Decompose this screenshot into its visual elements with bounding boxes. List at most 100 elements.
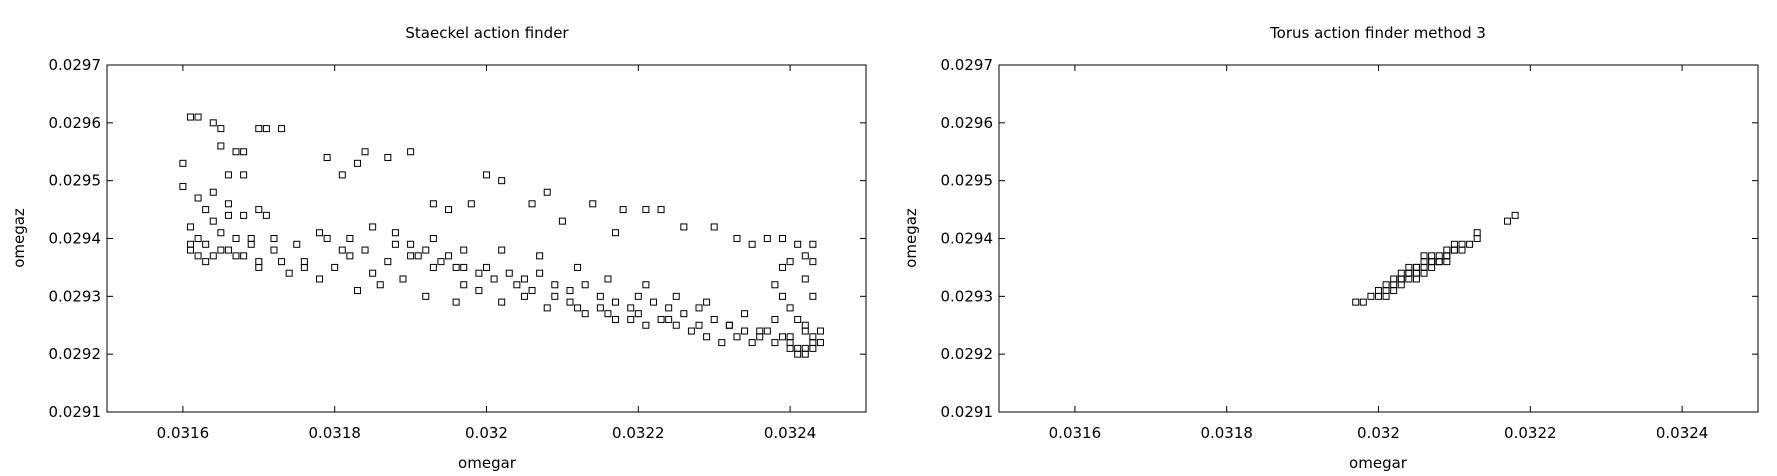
chart-left-data-point — [801, 252, 809, 260]
chart-left-data-point — [240, 171, 248, 179]
chart-right-data-point — [1473, 235, 1481, 242]
chart-left-data-point — [217, 246, 225, 254]
chart-right-y-tick-label: 0.0295 — [941, 172, 994, 190]
chart-right: Torus action finder method 3 0.02910.029… — [902, 24, 1759, 472]
chart-left-data-point — [285, 269, 293, 277]
chart-right-data-point — [1375, 292, 1382, 300]
chart-left-plot-frame — [106, 64, 867, 413]
chart-left-y-tick-label: 0.0297 — [49, 56, 102, 74]
chart-left-data-point — [612, 315, 620, 323]
chart-right-x-axis-label: omegar — [1349, 454, 1408, 472]
chart-left-y-tick-label: 0.0292 — [49, 345, 102, 363]
chart-right-data-point — [1352, 298, 1360, 306]
chart-left-data-point — [452, 263, 460, 271]
chart-left-data-point — [414, 252, 422, 260]
chart-left-data-point — [779, 333, 787, 341]
chart-left-data-point — [786, 344, 794, 352]
chart-left-y-tick-label: 0.0296 — [49, 114, 102, 132]
chart-right-data-point — [1443, 258, 1451, 266]
chart-left-x-axis-label: omegar — [458, 454, 517, 472]
chart-left-data-point — [240, 211, 248, 219]
chart-right-data-point — [1390, 281, 1398, 289]
chart-left-data-point — [725, 321, 733, 329]
chart-right-data-point — [1382, 292, 1390, 300]
chart-left-data-point — [255, 258, 263, 266]
chart-left-data-point — [543, 304, 551, 312]
chart-left-data-point — [422, 292, 430, 300]
chart-right-y-axis-label: omegaz — [902, 208, 920, 268]
chart-right-data-point — [1405, 275, 1413, 283]
chart-right-data-point — [1397, 281, 1405, 289]
chart-left-data-point — [217, 229, 225, 237]
chart-left-x-tick-label: 0.0316 — [157, 424, 210, 442]
chart-right-data-point — [1443, 252, 1451, 260]
chart-left-y-axis-label: omegaz — [10, 208, 28, 268]
chart-left-data-point — [604, 310, 612, 318]
chart-left-data-point — [634, 292, 642, 300]
chart-left-data-point — [422, 246, 430, 254]
chart-left-data-point — [293, 240, 301, 248]
chart-right-data-point — [1412, 263, 1420, 271]
chart-right-data-point — [1375, 287, 1382, 295]
chart-right-data-point — [1443, 246, 1451, 254]
chart-right-data-point — [1428, 258, 1436, 266]
chart-left-data-point — [209, 252, 217, 260]
chart-left-data-point — [558, 217, 566, 225]
chart-right-data-point — [1375, 287, 1382, 295]
chart-left-data-point — [581, 310, 589, 318]
chart-left-data-point — [376, 281, 384, 289]
chart-left-points — [179, 113, 824, 358]
chart-left-data-point — [353, 159, 361, 167]
chart-left-data-point — [756, 327, 764, 335]
chart-left-data-point — [520, 292, 528, 300]
chart-left-y-tick-label: 0.0291 — [49, 403, 102, 421]
chart-left-data-point — [202, 240, 210, 248]
chart-left-title: Staeckel action finder — [405, 24, 569, 42]
chart-left-data-point — [232, 235, 240, 242]
chart-left-data-point — [809, 258, 817, 266]
chart-left-data-point — [574, 263, 582, 271]
chart-left-data-point — [270, 235, 278, 242]
chart-left-data-point — [407, 252, 415, 260]
chart-left-data-point — [771, 315, 779, 323]
chart-left-data-point — [437, 258, 445, 266]
chart-left-data-point — [543, 188, 551, 196]
chart-right-data-point — [1397, 275, 1405, 283]
chart-left-data-point — [612, 298, 620, 306]
chart-left-data-point — [786, 304, 794, 312]
chart-left-data-point — [391, 240, 399, 248]
chart-left-data-point — [475, 287, 483, 295]
chart-left-data-point — [407, 148, 415, 156]
chart-left-data-point — [247, 235, 255, 242]
chart-left-data-point — [278, 258, 286, 266]
chart-left-data-point — [467, 200, 475, 208]
chart-left-x-tick-label: 0.0324 — [764, 424, 817, 442]
chart-left-data-point — [202, 258, 210, 266]
chart-left-x-tick-label: 0.0322 — [612, 424, 665, 442]
chart-left-data-point — [498, 177, 506, 185]
chart-right-data-point — [1428, 263, 1436, 271]
chart-left-data-point — [194, 252, 202, 260]
chart-left-data-point — [429, 200, 437, 208]
chart-left-data-point — [763, 327, 771, 335]
chart-right-y-tick-label: 0.0293 — [941, 287, 994, 305]
chart-left-data-point — [649, 298, 657, 306]
chart-left-data-point — [801, 344, 809, 352]
chart-left-data-point — [551, 281, 559, 289]
chart-left-data-point — [528, 200, 536, 208]
chart-left-data-point — [786, 333, 794, 341]
chart-left-data-point — [255, 206, 263, 214]
chart-left-y-tick-label: 0.0294 — [49, 230, 102, 248]
chart-left-data-point — [665, 304, 673, 312]
chart-left-data-point — [445, 206, 453, 214]
chart-right-data-point — [1435, 258, 1443, 266]
chart-left-data-point — [794, 315, 802, 323]
chart-left-data-point — [809, 333, 817, 341]
chart-left-data-point — [300, 258, 308, 266]
chart-right-data-point — [1504, 217, 1512, 225]
chart-left-data-point — [460, 281, 468, 289]
chart-right-data-point — [1420, 263, 1428, 271]
chart-left-data-point — [596, 292, 604, 300]
chart-left-data-point — [619, 206, 627, 214]
